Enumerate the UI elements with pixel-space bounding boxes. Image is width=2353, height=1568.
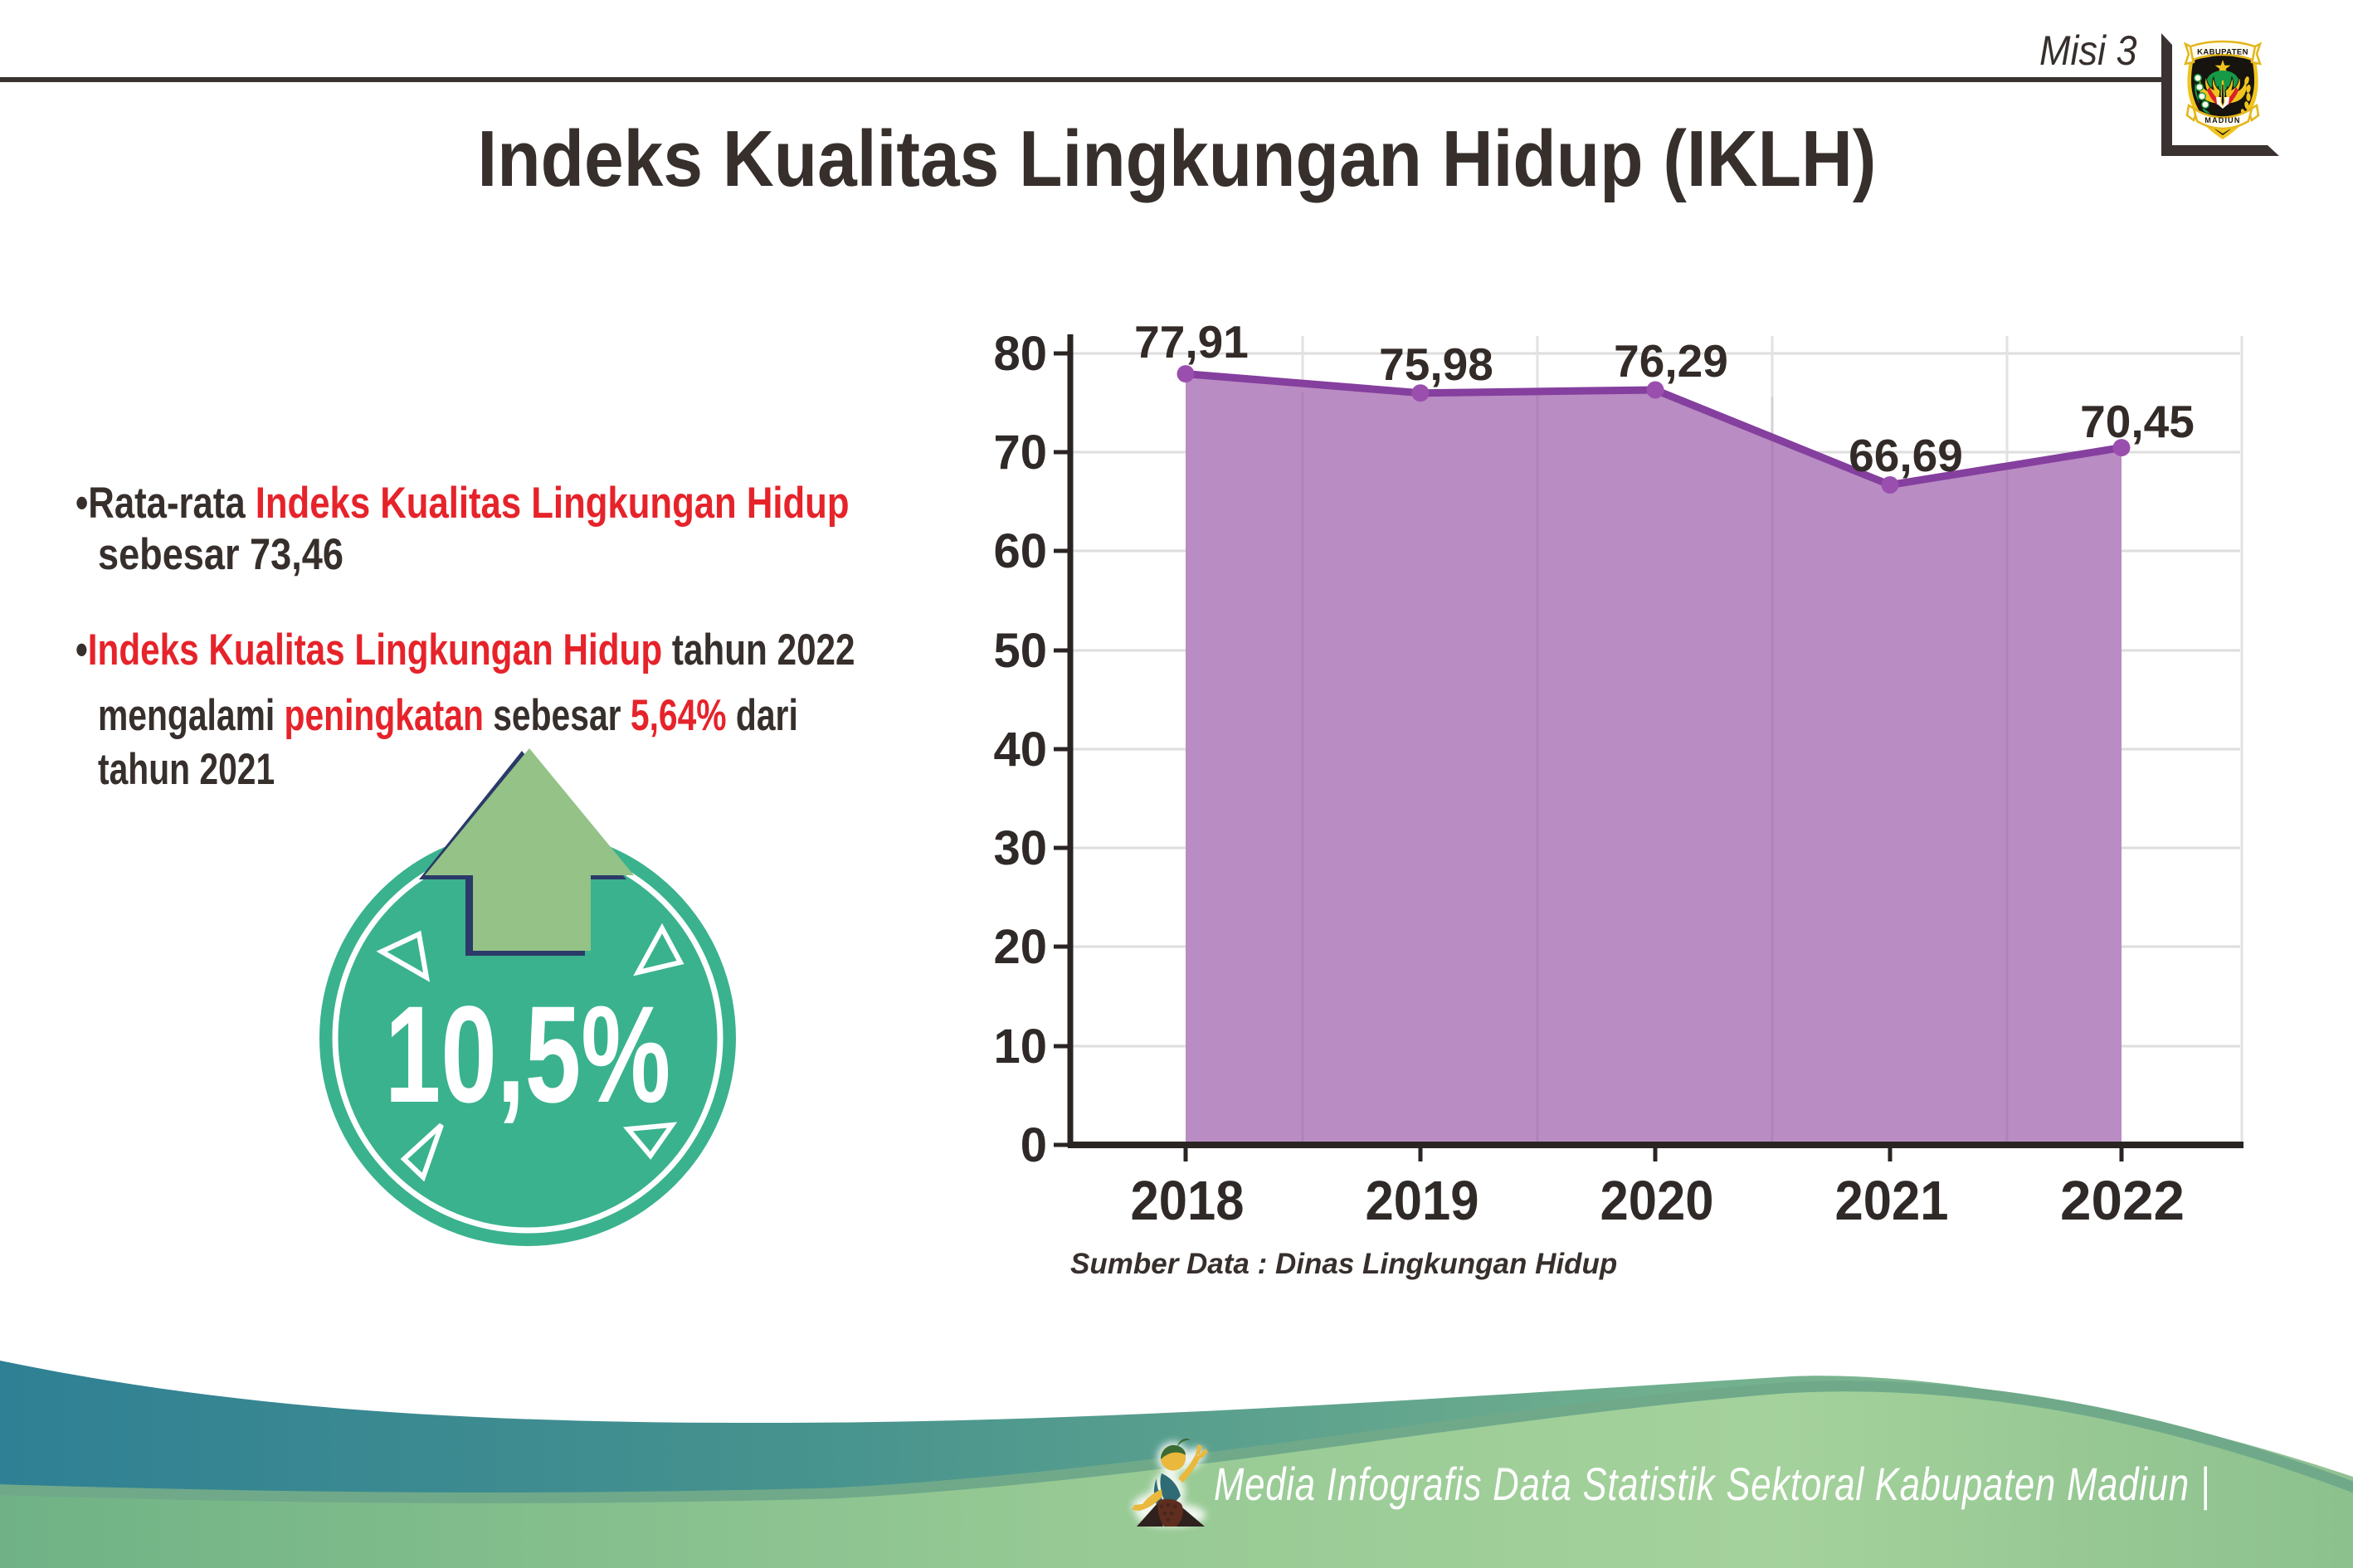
svg-text:76,29: 76,29 (1614, 335, 1728, 387)
svg-text:20: 20 (993, 920, 1047, 974)
svg-text:77,91: 77,91 (1134, 316, 1249, 368)
svg-text:75,98: 75,98 (1379, 338, 1493, 390)
svg-text:2019: 2019 (1366, 1170, 1479, 1232)
svg-text:10: 10 (993, 1020, 1047, 1074)
svg-text:70: 70 (993, 426, 1047, 480)
svg-text:50: 50 (993, 624, 1047, 678)
svg-text:66,69: 66,69 (1849, 430, 1963, 481)
svg-text:2022: 2022 (2060, 1170, 2185, 1232)
svg-text:2018: 2018 (1131, 1170, 1245, 1232)
svg-text:2021: 2021 (1835, 1170, 1949, 1232)
svg-text:30: 30 (993, 821, 1047, 875)
svg-text:0: 0 (1021, 1118, 1047, 1172)
svg-text:70,45: 70,45 (2080, 396, 2195, 447)
svg-text:80: 80 (993, 327, 1047, 381)
svg-text:40: 40 (993, 723, 1047, 777)
svg-text:MADIUN: MADIUN (2204, 116, 2240, 124)
svg-text:2020: 2020 (1600, 1170, 1714, 1232)
svg-text:60: 60 (993, 524, 1047, 578)
svg-text:KABUPATEN: KABUPATEN (2197, 48, 2248, 57)
